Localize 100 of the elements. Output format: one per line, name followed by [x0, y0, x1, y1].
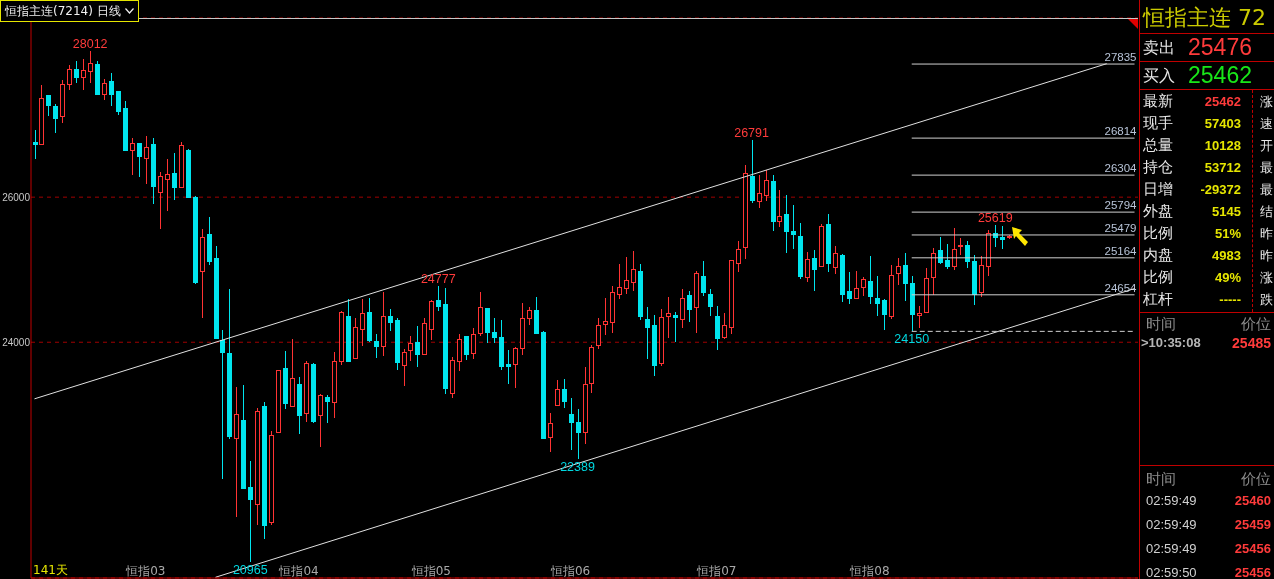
candlestick — [109, 72, 114, 107]
annotation: 24777 — [420, 271, 456, 286]
annotation: 28012 — [72, 37, 108, 52]
text: 最 — [1260, 181, 1273, 199]
candlestick — [388, 308, 393, 332]
candlestick — [938, 236, 943, 265]
candlestick — [374, 333, 379, 359]
text: 51% — [1214, 226, 1241, 241]
candlestick — [165, 158, 170, 212]
candlestick — [408, 335, 413, 362]
candlestick — [116, 90, 121, 116]
text: 价位 — [1241, 315, 1271, 334]
candlestick — [882, 298, 887, 331]
annotation: 22389 — [560, 460, 595, 475]
text: 时间 — [1146, 470, 1176, 489]
candlestick — [875, 275, 880, 317]
candlestick — [158, 171, 163, 230]
candlestick — [144, 135, 149, 185]
candlestick — [555, 379, 560, 406]
annotation: 20965 — [232, 563, 268, 578]
candlestick — [415, 325, 420, 368]
candlestick — [1000, 225, 1005, 250]
x-tick-label: 恒指08 — [849, 564, 890, 578]
candlestick — [569, 397, 574, 451]
candlestick — [548, 412, 553, 453]
ref-line-label: 25479 — [1104, 221, 1137, 234]
ref-line-label: 26304 — [1104, 162, 1138, 175]
text: 02:59:49 — [1146, 517, 1197, 532]
text: 价位 — [1241, 470, 1271, 489]
candlestick — [854, 270, 859, 299]
ref-line-label: 25794 — [1104, 199, 1138, 212]
text: 49% — [1214, 270, 1241, 285]
candlestick — [952, 227, 957, 271]
text: 比例 — [1143, 268, 1173, 287]
text: 现手 — [1143, 114, 1173, 133]
candlestick — [596, 317, 601, 350]
candlestick — [220, 329, 225, 480]
candlestick — [945, 243, 950, 270]
candlestick — [764, 169, 769, 202]
candlestick — [847, 271, 852, 305]
text: 25485 — [1232, 335, 1271, 351]
x-tick-label: 恒指06 — [549, 564, 591, 578]
candlestick — [687, 290, 692, 323]
text: ----- — [1219, 292, 1241, 307]
text: 4983 — [1212, 248, 1241, 263]
text: 53712 — [1204, 160, 1241, 175]
candlestick — [708, 288, 713, 317]
candlestick — [896, 257, 901, 286]
text: 持仓 — [1143, 158, 1173, 177]
candlestick — [513, 346, 518, 389]
candlestick — [931, 247, 936, 296]
candlestick — [791, 204, 796, 250]
candlestick — [318, 393, 323, 448]
text: 昨 — [1260, 247, 1273, 265]
candlestick — [506, 349, 511, 385]
candlestick — [736, 240, 741, 273]
text: 时间 — [1146, 315, 1176, 334]
annotation: 24150 — [894, 332, 930, 347]
candlestick — [805, 251, 810, 283]
text: 25456 — [1234, 541, 1271, 556]
text: -29372 — [1200, 182, 1241, 197]
candlestick — [53, 103, 58, 134]
text: 25476 — [1188, 34, 1252, 61]
candlestick — [757, 174, 762, 209]
candlestick — [492, 317, 497, 344]
x-tick-label: 恒指05 — [410, 564, 451, 578]
ref-line-label: 25164 — [1104, 244, 1138, 257]
candlestick — [325, 394, 330, 424]
text: 10128 — [1204, 138, 1241, 153]
text: 25459 — [1234, 517, 1271, 532]
candlestick — [33, 129, 38, 160]
text: 昨 — [1260, 225, 1273, 243]
candlestick — [722, 312, 727, 340]
text: 卖出 — [1143, 38, 1175, 59]
candlestick — [457, 333, 462, 372]
candlestick — [562, 378, 567, 409]
text: >10:35:08 — [1141, 335, 1201, 350]
text: 57403 — [1204, 116, 1241, 131]
text: 最 — [1260, 159, 1273, 177]
candlestick — [485, 308, 490, 344]
candlestick — [360, 298, 365, 347]
text: 最新 — [1143, 92, 1173, 111]
text: 恒指主连 72 — [1143, 4, 1266, 32]
candlestick — [715, 305, 720, 350]
candlestick — [402, 348, 407, 387]
text: 涨 — [1260, 93, 1273, 111]
candlestick — [645, 306, 650, 360]
text: 跌 — [1260, 291, 1273, 309]
ref-line-label: 27835 — [1104, 51, 1137, 64]
candlestick — [631, 250, 636, 292]
text: 02:59:49 — [1146, 493, 1197, 508]
annotation: 25619 — [977, 210, 1013, 225]
candlestick — [88, 50, 93, 84]
text: 内盘 — [1143, 246, 1173, 265]
candlestick — [833, 246, 838, 275]
text: 结 — [1260, 203, 1273, 221]
text: 25462 — [1188, 62, 1252, 89]
candlestick — [67, 64, 72, 91]
text: 5145 — [1212, 204, 1241, 219]
candlestick — [666, 296, 671, 339]
